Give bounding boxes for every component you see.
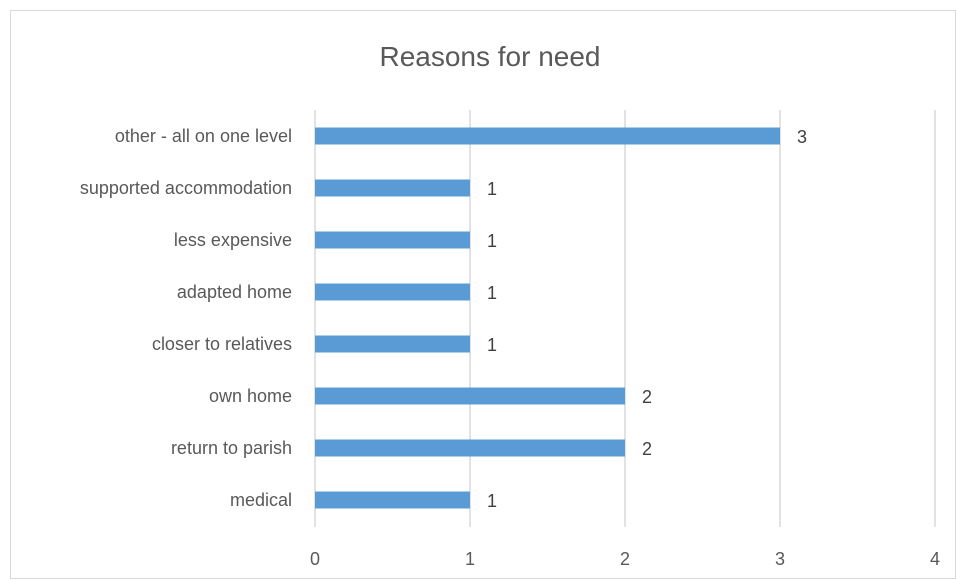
bar-0 bbox=[315, 127, 780, 145]
x-tick-label: 2 bbox=[620, 549, 630, 569]
x-axis-ticks: 0 1 2 3 4 bbox=[310, 549, 940, 569]
chart-title: Reasons for need bbox=[379, 41, 600, 72]
bar-6 bbox=[315, 439, 625, 457]
x-tick-label: 3 bbox=[775, 549, 785, 569]
chart-frame bbox=[10, 10, 956, 579]
bar-2 bbox=[315, 231, 470, 249]
bar-1 bbox=[315, 179, 470, 197]
category-label: less expensive bbox=[174, 230, 292, 250]
category-labels: other - all on one level supported accomm… bbox=[80, 126, 292, 510]
bars bbox=[315, 127, 780, 509]
bar-4 bbox=[315, 335, 470, 353]
category-label: closer to relatives bbox=[152, 334, 292, 354]
data-label: 2 bbox=[642, 387, 652, 407]
bar-7 bbox=[315, 491, 470, 509]
data-labels: 3 1 1 1 1 2 2 1 bbox=[487, 127, 807, 511]
data-label: 1 bbox=[487, 335, 497, 355]
category-label: own home bbox=[209, 386, 292, 406]
data-label: 1 bbox=[487, 231, 497, 251]
bar-3 bbox=[315, 283, 470, 301]
category-label: supported accommodation bbox=[80, 178, 292, 198]
x-tick-label: 4 bbox=[930, 549, 940, 569]
bar-5 bbox=[315, 387, 625, 405]
x-tick-label: 0 bbox=[310, 549, 320, 569]
data-label: 3 bbox=[797, 127, 807, 147]
data-label: 2 bbox=[642, 439, 652, 459]
gridlines bbox=[314, 110, 936, 527]
data-label: 1 bbox=[487, 491, 497, 511]
category-label: adapted home bbox=[177, 282, 292, 302]
data-label: 1 bbox=[487, 283, 497, 303]
category-label: other - all on one level bbox=[115, 126, 292, 146]
category-label: medical bbox=[230, 490, 292, 510]
x-tick-label: 1 bbox=[465, 549, 475, 569]
category-label: return to parish bbox=[171, 438, 292, 458]
data-label: 1 bbox=[487, 179, 497, 199]
